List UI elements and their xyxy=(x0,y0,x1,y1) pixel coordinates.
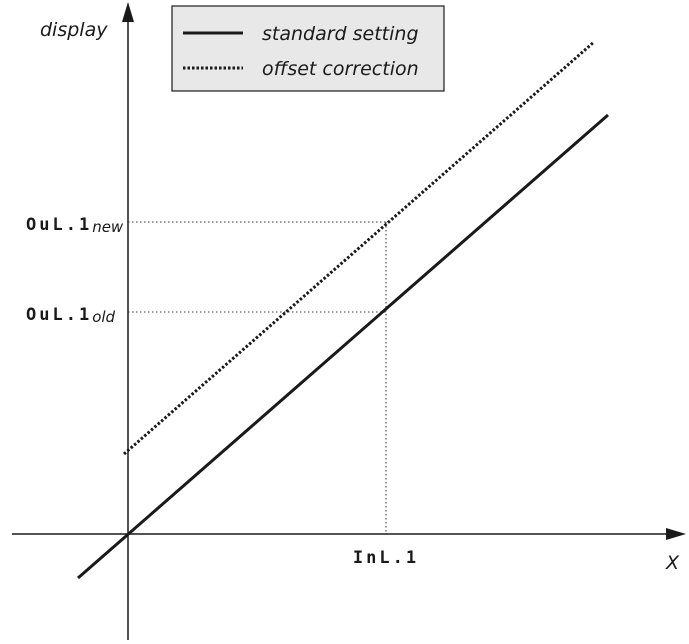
marker-out-old-code: OuL.1 xyxy=(26,305,92,325)
marker-out-old: OuL.1old xyxy=(26,305,116,326)
x-axis-arrow xyxy=(666,528,686,540)
legend: standard setting offset correction xyxy=(171,5,445,92)
standard-setting-line xyxy=(77,113,609,580)
y-axis-label: display xyxy=(40,19,108,41)
legend-label-standard: standard setting xyxy=(262,23,419,45)
marker-out-new-sub: new xyxy=(92,218,124,236)
offset-correction-line xyxy=(123,40,595,456)
legend-box xyxy=(171,5,445,92)
marker-input: InL.1 xyxy=(353,548,419,568)
marker-out-new-code: OuL.1 xyxy=(26,215,92,235)
y-axis-arrow xyxy=(122,2,134,22)
marker-out-old-sub: old xyxy=(92,308,115,326)
legend-label-offset: offset correction xyxy=(262,58,419,80)
marker-out-new: OuL.1new xyxy=(26,215,124,236)
x-axis-label: X xyxy=(665,552,680,574)
